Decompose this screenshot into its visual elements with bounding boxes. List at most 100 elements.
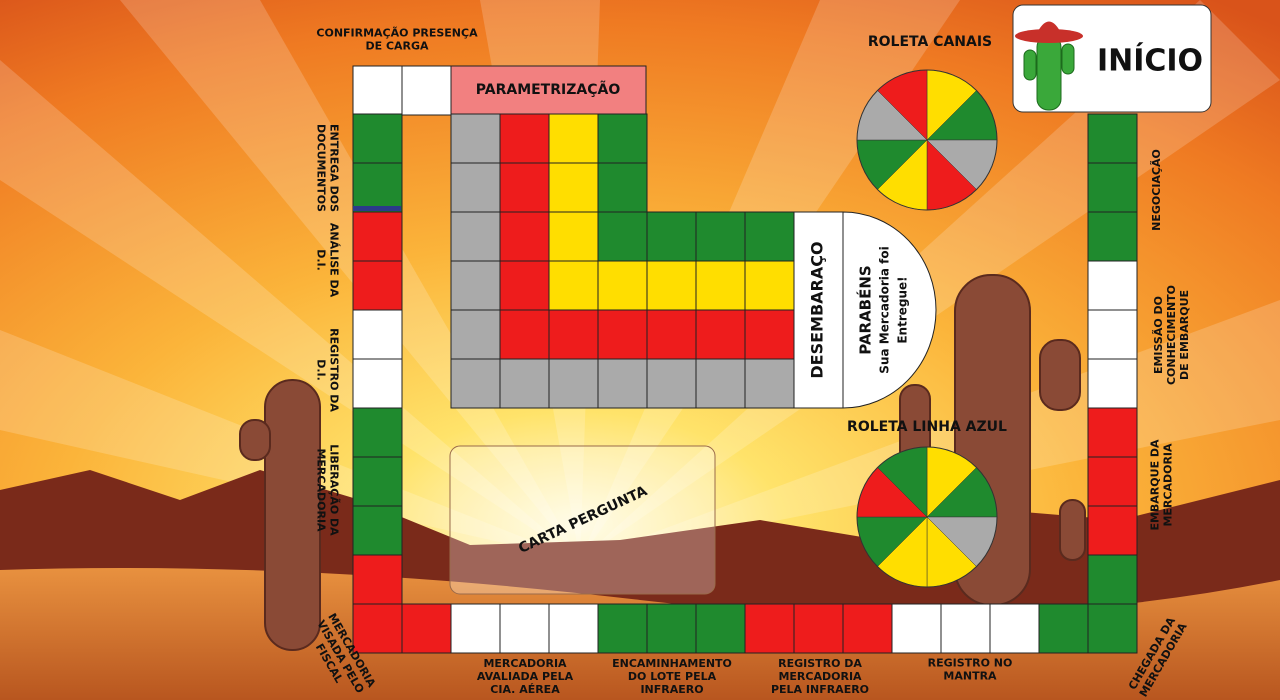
board-cell: [499, 309, 550, 360]
step-label-group: EMBARQUE DA MERCADORIA: [1149, 439, 1175, 531]
board-cell: [842, 603, 893, 654]
board-cell: [450, 162, 501, 213]
board-cell: [646, 260, 697, 311]
board-cell: [1087, 358, 1138, 409]
board-cell: [744, 260, 795, 311]
board-cell: [744, 309, 795, 360]
board-cell: [401, 65, 452, 116]
finish-cell: [842, 211, 937, 409]
step-label: D.I.: [315, 249, 328, 271]
step-label: REGISTRO NO: [928, 657, 1013, 670]
board-cell: [352, 309, 403, 360]
board-cell: [646, 309, 697, 360]
step-label: DE CARGA: [365, 40, 429, 53]
step-label: ENCAMINHAMENTO: [612, 657, 732, 670]
board-cell: [597, 162, 648, 213]
board-cell: [548, 113, 599, 164]
board-cell: [744, 358, 795, 409]
step-label: REGISTRO DA: [778, 657, 862, 670]
board-cell: [548, 309, 599, 360]
board-cell: [499, 162, 550, 213]
board-cell: [352, 554, 403, 605]
board-cell: [352, 260, 403, 311]
step-label: DO LOTE PELA: [628, 670, 717, 683]
board-cell: [352, 456, 403, 507]
board-cell: [989, 603, 1040, 654]
board-cell: [1087, 162, 1138, 213]
board-cell: [352, 358, 403, 409]
step-label: DE EMBARQUE: [1178, 290, 1191, 380]
step-label: MERCADORIA: [315, 448, 328, 532]
step-label: PELA INFRAERO: [771, 683, 869, 696]
step-label: D.I.: [315, 359, 328, 381]
board-cell: [1087, 505, 1138, 556]
step-label: MERCADORIA: [778, 670, 862, 683]
board-cell: [548, 358, 599, 409]
step-label: MANTRA: [943, 670, 997, 683]
board-cell: [1087, 309, 1138, 360]
board-cell: [695, 260, 746, 311]
board-cell: [597, 113, 648, 164]
cactus-logo: [1015, 21, 1083, 111]
finish-text: Sua Mercadoria foi: [878, 246, 892, 373]
board-cell: [695, 211, 746, 262]
board-cell: [793, 603, 844, 654]
board-cell: [891, 603, 942, 654]
board-cell: [597, 260, 648, 311]
step-label: CIA. AÉREA: [490, 683, 560, 696]
step-label-group: NEGOCIAÇÃO: [1150, 149, 1163, 231]
step-label: ANÁLISE DA: [328, 223, 341, 298]
step-label: MERCADORIA: [1162, 443, 1175, 527]
board-cell: [695, 309, 746, 360]
finish-text: Entregue!: [896, 276, 910, 343]
step-label: CONFIRMAÇÃO PRESENÇA: [316, 27, 478, 40]
board-cell: [499, 211, 550, 262]
step-label: CONHECIMENTO: [1165, 285, 1178, 385]
step-label: LIBERAÇÃO DA: [328, 444, 341, 536]
parametrizacao-label: PARAMETRIZAÇÃO: [476, 81, 621, 98]
board-cell: [352, 113, 403, 164]
board-cell: [646, 358, 697, 409]
step-label: NEGOCIAÇÃO: [1150, 149, 1163, 231]
step-label-group: REGISTRO DAD.I.: [315, 328, 341, 412]
board-cell: [450, 358, 501, 409]
board-cell: [548, 162, 599, 213]
board-cell: [548, 260, 599, 311]
board-cell: [450, 211, 501, 262]
parametrizacao-header: [450, 65, 647, 115]
board-cell: [499, 358, 550, 409]
board-cell: [1087, 260, 1138, 311]
board-cell: [352, 603, 403, 654]
board-cell: [1038, 603, 1089, 654]
roulette-title: ROLETA CANAIS: [868, 34, 992, 50]
board-cell: [450, 603, 501, 654]
step-label: INFRAERO: [640, 683, 703, 696]
step-label-group: EMISSÃO DO CONHECIMENTO DE EMBARQUE: [1152, 285, 1191, 385]
question-card[interactable]: [449, 445, 716, 595]
board-cell: [1087, 113, 1138, 164]
board-cell: [450, 309, 501, 360]
step-label: REGISTRO DA: [328, 328, 341, 412]
board-cell: [352, 505, 403, 556]
step-label: EMISSÃO DO: [1152, 296, 1165, 374]
board-cell: [597, 603, 648, 654]
start-label[interactable]: INÍCIO: [1097, 43, 1203, 79]
board-cell: [597, 211, 648, 262]
board-cell: [352, 65, 403, 116]
step-label: MERCADORIA: [483, 657, 567, 670]
board-cell: [744, 211, 795, 262]
roulette-rim: [856, 446, 998, 588]
finish-title: PARABÉNS: [856, 265, 875, 354]
board-cell: [695, 358, 746, 409]
board-cell: [1087, 603, 1138, 654]
board-cell: [646, 211, 697, 262]
board-cell: [450, 260, 501, 311]
step-label-group: ANÁLISE DAD.I.: [315, 223, 341, 298]
